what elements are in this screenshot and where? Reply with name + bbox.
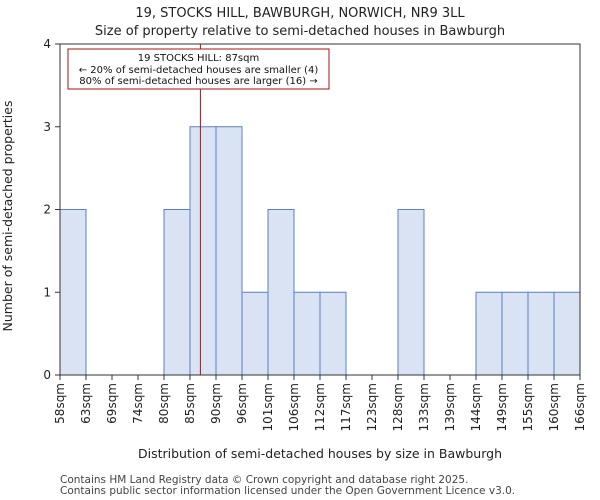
annotation-box [67, 48, 330, 90]
bars-group [59, 126, 581, 376]
chart-subtitle: Size of property relative to semi-detach… [95, 24, 505, 39]
annotation-line-property: 19 STOCKS HILL: 87sqm [138, 53, 259, 64]
x-tick-label-74sqm: 74sqm [131, 383, 145, 424]
footer-licence: Contains public sector information licen… [60, 485, 515, 497]
bar-85sqm [189, 126, 217, 376]
x-tick-label-149sqm: 149sqm [495, 383, 509, 431]
annotation-line-larger: 80% of semi-detached houses are larger (… [79, 76, 317, 87]
y-tick-label-0: 0 [43, 368, 51, 382]
x-tick-label-85sqm: 85sqm [183, 383, 197, 424]
x-tick-label-90sqm: 90sqm [209, 383, 223, 424]
x-tick-label-144sqm: 144sqm [469, 383, 483, 431]
x-tick-label-117sqm: 117sqm [339, 383, 353, 431]
bar-144sqm [475, 291, 503, 376]
x-tick-label-160sqm: 160sqm [547, 383, 561, 431]
bar-101sqm [267, 209, 295, 376]
x-tick-label-133sqm: 133sqm [417, 383, 431, 431]
y-tick-label-4: 4 [43, 37, 51, 51]
chart-title: 19, STOCKS HILL, BAWBURGH, NORWICH, NR9 … [135, 6, 465, 21]
plot-frame [59, 43, 581, 376]
bar-96sqm [241, 291, 269, 376]
x-tick-label-166sqm: 166sqm [573, 383, 587, 431]
footer-copyright: Contains HM Land Registry data © Crown c… [60, 474, 468, 486]
bar-58sqm [59, 209, 87, 376]
bar-128sqm [397, 209, 425, 376]
y-ticks: 0 1 2 3 4 [43, 37, 60, 382]
bar-112sqm [319, 291, 347, 376]
y-tick-label-2: 2 [43, 203, 51, 217]
x-tick-label-80sqm: 80sqm [157, 383, 171, 424]
bar-155sqm [527, 291, 555, 376]
bar-160sqm [553, 291, 581, 376]
x-axis-label: Distribution of semi-detached houses by … [138, 446, 502, 461]
bar-80sqm [163, 209, 191, 376]
bar-90sqm [215, 126, 243, 376]
x-tick-label-101sqm: 101sqm [261, 383, 275, 431]
x-tick-label-123sqm: 123sqm [365, 383, 379, 431]
y-tick-label-1: 1 [43, 285, 51, 299]
x-tick-label-128sqm: 128sqm [391, 383, 405, 431]
x-ticks: 58sqm 63sqm 69sqm 74sqm 80sqm 85sqm 90sqm 96sqm… [53, 375, 587, 431]
annotation-line-smaller: ← 20% of semi-detached houses are smalle… [79, 65, 319, 76]
x-tick-label-112sqm: 112sqm [313, 383, 327, 431]
x-tick-label-69sqm: 69sqm [105, 383, 119, 424]
bar-106sqm [293, 291, 321, 376]
x-tick-label-58sqm: 58sqm [53, 383, 67, 424]
x-tick-label-63sqm: 63sqm [79, 383, 93, 424]
x-tick-label-106sqm: 106sqm [287, 383, 301, 431]
x-tick-label-96sqm: 96sqm [235, 383, 249, 424]
bar-149sqm [501, 291, 529, 376]
x-tick-label-139sqm: 139sqm [443, 383, 457, 431]
y-tick-label-3: 3 [43, 120, 51, 134]
y-axis-label: Number of semi-detached properties [0, 101, 15, 332]
x-tick-label-155sqm: 155sqm [521, 383, 535, 431]
